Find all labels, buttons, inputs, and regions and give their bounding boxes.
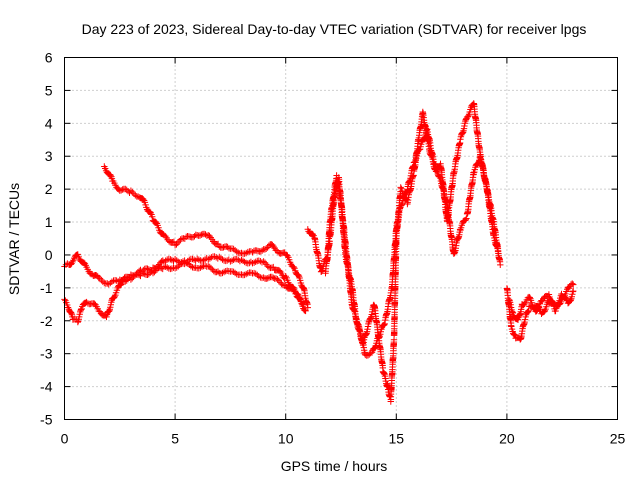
- data-points: [61, 100, 577, 405]
- x-tick-label: 25: [610, 431, 626, 447]
- y-tick-label: 6: [45, 50, 53, 66]
- x-tick-label: 20: [499, 431, 515, 447]
- plus-marker-trail: [101, 163, 312, 311]
- plus-marker-trail: [304, 100, 504, 405]
- y-tick-label: 4: [45, 115, 53, 131]
- plus-marker-trail: [61, 251, 307, 308]
- x-tick-label: 0: [61, 431, 69, 447]
- series-track-a: [61, 251, 307, 308]
- chart-title: Day 223 of 2023, Sidereal Day-to-day VTE…: [82, 21, 587, 37]
- y-tick-label: 3: [45, 148, 53, 164]
- series-track-d: [304, 100, 504, 405]
- grid-lines: [64, 57, 618, 420]
- y-tick-label: 2: [45, 181, 53, 197]
- x-tick-labels: 0 5 10 15 20 25: [61, 431, 626, 447]
- y-tick-label: -2: [40, 313, 53, 329]
- x-tick-label: 10: [278, 431, 294, 447]
- axis-ticks: [64, 57, 618, 420]
- y-tick-label: -3: [40, 346, 53, 362]
- y-tick-label: 1: [45, 214, 53, 230]
- x-tick-label: 15: [389, 431, 405, 447]
- series-track-e: [322, 126, 502, 359]
- y-tick-label: -1: [40, 280, 53, 296]
- y-tick-labels: -5 -4 -3 -2 -1 0 1 2 3 4 5 6: [40, 50, 53, 428]
- y-tick-label: 0: [45, 247, 53, 263]
- x-tick-label: 5: [171, 431, 179, 447]
- y-tick-label: -5: [40, 412, 53, 428]
- series-track-g: [505, 280, 577, 323]
- y-tick-label: -4: [40, 379, 53, 395]
- y-tick-label: 5: [45, 82, 53, 98]
- plus-marker-trail: [322, 126, 502, 359]
- x-axis-label: GPS time / hours: [281, 458, 388, 474]
- y-axis-label: SDTVAR / TECUs: [6, 183, 22, 295]
- series-track-c: [101, 163, 312, 311]
- plot-frame: [64, 57, 618, 420]
- plus-marker-trail: [505, 280, 577, 323]
